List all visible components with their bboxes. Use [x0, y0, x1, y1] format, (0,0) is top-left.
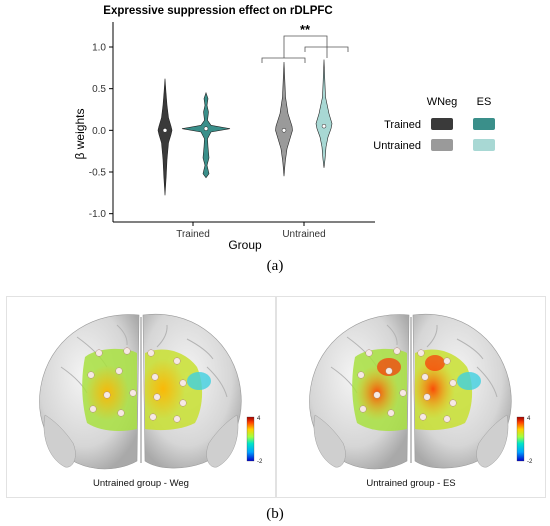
brain-map-image: 4 -2: [39, 313, 263, 470]
legend-swatch: [431, 118, 453, 130]
electrode-marker: [385, 367, 393, 375]
colorbar-min-label: -2: [527, 459, 533, 465]
electrode-marker: [423, 393, 431, 401]
electrode-marker: [421, 373, 429, 381]
y-tick-label: -1.0: [89, 209, 107, 220]
electrode-marker: [357, 371, 365, 379]
legend-column-label: WNeg: [427, 96, 458, 108]
panel-label: Untrained group - ES: [366, 478, 456, 489]
significance-annotation: **: [261, 22, 349, 63]
colorbar-max-label: 4: [257, 416, 261, 422]
brain-surface: [309, 313, 512, 470]
violin-plots: [157, 59, 333, 196]
electrode-marker: [103, 391, 111, 399]
electrode-marker: [129, 389, 137, 397]
x-tick-label: Trained: [176, 229, 210, 240]
y-tick-label: -0.5: [89, 168, 107, 179]
electrode-marker: [147, 349, 155, 357]
y-axis-label: β weights: [73, 109, 87, 160]
electrode-marker: [419, 413, 427, 421]
significance-bracket: [261, 57, 306, 63]
electrode-marker: [89, 405, 97, 413]
violin-chart: Expressive suppression effect on rDLPFC …: [73, 5, 495, 252]
violin-untrained-es: [315, 59, 333, 168]
panel-label: Untrained group - Weg: [93, 478, 189, 489]
electrode-markers: [87, 347, 187, 423]
activation-map: [82, 348, 211, 431]
electrode-marker: [443, 415, 451, 423]
legend-swatch: [473, 139, 495, 151]
electrode-marker: [149, 413, 157, 421]
colorbar: 4 -2: [246, 416, 263, 465]
electrode-marker: [115, 367, 123, 375]
colorbar-min-label: -2: [257, 459, 263, 465]
brain-surface: [39, 313, 242, 470]
legend-row-label: Trained: [384, 119, 421, 131]
figure-b-caption: (b): [266, 506, 284, 522]
electrode-marker: [443, 357, 451, 365]
electrode-marker: [373, 391, 381, 399]
median-point: [162, 128, 168, 133]
electrode-marker: [399, 389, 407, 397]
colorbar-max-label: 4: [527, 416, 531, 422]
brain-panel-es: 4 -2 Untrained group - ES: [276, 296, 546, 498]
violin-trained-es: [181, 91, 231, 179]
significance-bracket: [283, 35, 328, 58]
electrode-marker: [95, 349, 103, 357]
electrode-marker: [173, 415, 181, 423]
electrode-marker: [365, 349, 373, 357]
significance-stars: **: [300, 22, 311, 37]
electrode-marker: [117, 409, 125, 417]
x-tick-label: Untrained: [282, 229, 325, 240]
electrode-marker: [173, 357, 181, 365]
legend-row-label: Untrained: [373, 140, 421, 152]
electrode-marker: [179, 399, 187, 407]
x-axis-label: Group: [228, 238, 262, 252]
electrode-marker: [359, 405, 367, 413]
electrode-marker: [151, 373, 159, 381]
legend: WNeg ES Trained Untrained: [373, 96, 495, 152]
y-tick-label: 0.0: [92, 126, 106, 137]
legend-swatch: [431, 139, 453, 151]
brain-panel-weg: 4 -2 Untrained group - Weg: [6, 296, 276, 498]
significance-bracket: [304, 46, 349, 52]
electrode-marker: [417, 349, 425, 357]
y-axis: 1.0 0.5 0.0 -0.5 -1.0: [89, 22, 114, 222]
electrode-marker: [449, 379, 457, 387]
electrode-marker: [123, 347, 131, 355]
legend-column-label: ES: [477, 96, 492, 108]
legend-swatch: [473, 118, 495, 130]
electrode-marker: [153, 393, 161, 401]
violin-untrained-wneg: [275, 61, 293, 177]
figure-a-caption: (a): [266, 258, 284, 274]
chart-title: Expressive suppression effect on rDLPFC: [103, 5, 332, 17]
median-point: [203, 126, 209, 131]
median-point: [321, 123, 327, 129]
x-axis: Trained Untrained: [113, 221, 375, 240]
activation-map: [352, 348, 481, 431]
median-point: [281, 128, 287, 133]
electrode-marker: [179, 379, 187, 387]
electrode-marker: [87, 371, 95, 379]
violin-trained-wneg: [157, 78, 173, 196]
y-tick-label: 0.5: [92, 84, 106, 95]
brain-map-image: 4 -2: [309, 313, 533, 470]
electrode-markers: [357, 347, 457, 423]
electrode-marker: [393, 347, 401, 355]
colorbar: 4 -2: [516, 416, 533, 465]
electrode-marker: [387, 409, 395, 417]
y-tick-label: 1.0: [92, 43, 106, 54]
electrode-marker: [449, 399, 457, 407]
